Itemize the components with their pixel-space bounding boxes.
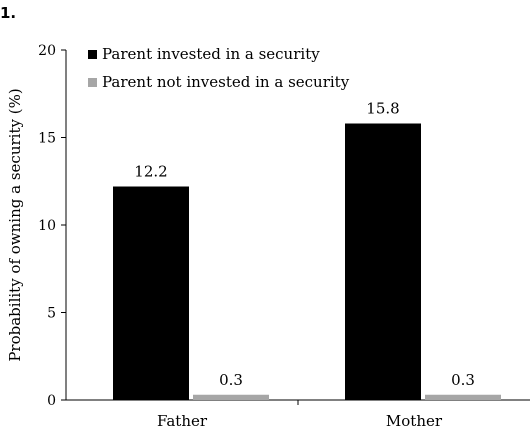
legend-label: Parent not invested in a security — [102, 73, 350, 91]
bar-invested-father — [113, 186, 189, 400]
legend-swatch — [88, 50, 97, 59]
y-tick-label: 15 — [38, 131, 56, 147]
y-tick-label: 10 — [38, 218, 56, 234]
y-axis-title: Probability of owning a security (%) — [6, 88, 24, 361]
data-label: 0.3 — [219, 371, 243, 389]
y-tick-label: 5 — [47, 306, 56, 322]
data-label: 12.2 — [134, 163, 167, 181]
x-category-label: Mother — [386, 412, 443, 430]
bar-not-invested-mother — [425, 394, 501, 400]
legend-swatch — [88, 78, 97, 87]
data-label: 0.3 — [451, 371, 475, 389]
y-tick-label: 0 — [47, 393, 56, 409]
legend-label: Parent invested in a security — [102, 45, 320, 63]
bar-invested-mother — [345, 123, 421, 400]
bar-not-invested-father — [193, 394, 269, 400]
x-category-label: Father — [157, 412, 208, 430]
figure-label: 1. — [0, 4, 17, 22]
data-label: 15.8 — [366, 100, 399, 118]
y-tick-label: 20 — [38, 43, 56, 59]
